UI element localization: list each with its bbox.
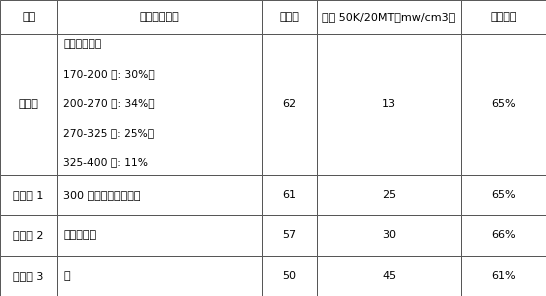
Bar — [317, 0, 461, 34]
Bar — [0, 0, 57, 34]
Bar — [317, 175, 461, 215]
Bar — [461, 215, 546, 256]
Bar — [262, 256, 317, 296]
Bar — [0, 215, 57, 256]
Bar — [57, 0, 262, 34]
Bar — [57, 175, 262, 215]
Bar — [461, 256, 546, 296]
Text: 损耗 50K/20MT（mw/cm3）: 损耗 50K/20MT（mw/cm3） — [322, 12, 456, 22]
Text: 无: 无 — [63, 271, 70, 281]
Text: 13: 13 — [382, 99, 396, 109]
Text: 25: 25 — [382, 190, 396, 200]
Text: 对比例 2: 对比例 2 — [14, 231, 44, 240]
Text: 300 目的单一非晶粉末: 300 目的单一非晶粉末 — [63, 190, 141, 200]
Bar — [262, 215, 317, 256]
Text: 65%: 65% — [491, 190, 516, 200]
Text: 57: 57 — [282, 231, 296, 240]
Bar — [317, 34, 461, 175]
Text: 添加导磁材料: 添加导磁材料 — [140, 12, 180, 22]
Text: 66%: 66% — [491, 231, 516, 240]
Bar — [461, 175, 546, 215]
Bar — [0, 34, 57, 175]
Text: 序号: 序号 — [22, 12, 35, 22]
Text: 170-200 目: 30%；: 170-200 目: 30%； — [63, 69, 155, 79]
Text: 对比例 3: 对比例 3 — [14, 271, 44, 281]
Bar — [0, 175, 57, 215]
Bar — [461, 34, 546, 175]
Text: 270-325 目: 25%；: 270-325 目: 25%； — [63, 128, 155, 138]
Text: 200-270 目: 34%；: 200-270 目: 34%； — [63, 98, 155, 108]
Text: 61%: 61% — [491, 271, 516, 281]
Text: 50: 50 — [282, 271, 296, 281]
Text: 65%: 65% — [491, 99, 516, 109]
Bar — [0, 256, 57, 296]
Bar — [317, 256, 461, 296]
Bar — [461, 0, 546, 34]
Bar — [262, 175, 317, 215]
Text: 磁导率: 磁导率 — [280, 12, 299, 22]
Text: 325-400 目: 11%: 325-400 目: 11% — [63, 157, 149, 168]
Text: 62: 62 — [282, 99, 296, 109]
Text: 对比例 1: 对比例 1 — [14, 190, 44, 200]
Text: 61: 61 — [282, 190, 296, 200]
Text: 非晶混合粉末: 非晶混合粉末 — [63, 39, 102, 49]
Bar — [317, 215, 461, 256]
Bar — [262, 34, 317, 175]
Text: 直流偏置: 直流偏置 — [490, 12, 517, 22]
Bar — [57, 256, 262, 296]
Bar — [57, 215, 262, 256]
Text: 铁氧体粉末: 铁氧体粉末 — [63, 231, 97, 240]
Text: 实施例: 实施例 — [19, 99, 39, 109]
Text: 45: 45 — [382, 271, 396, 281]
Bar — [57, 34, 262, 175]
Text: 30: 30 — [382, 231, 396, 240]
Bar — [262, 0, 317, 34]
